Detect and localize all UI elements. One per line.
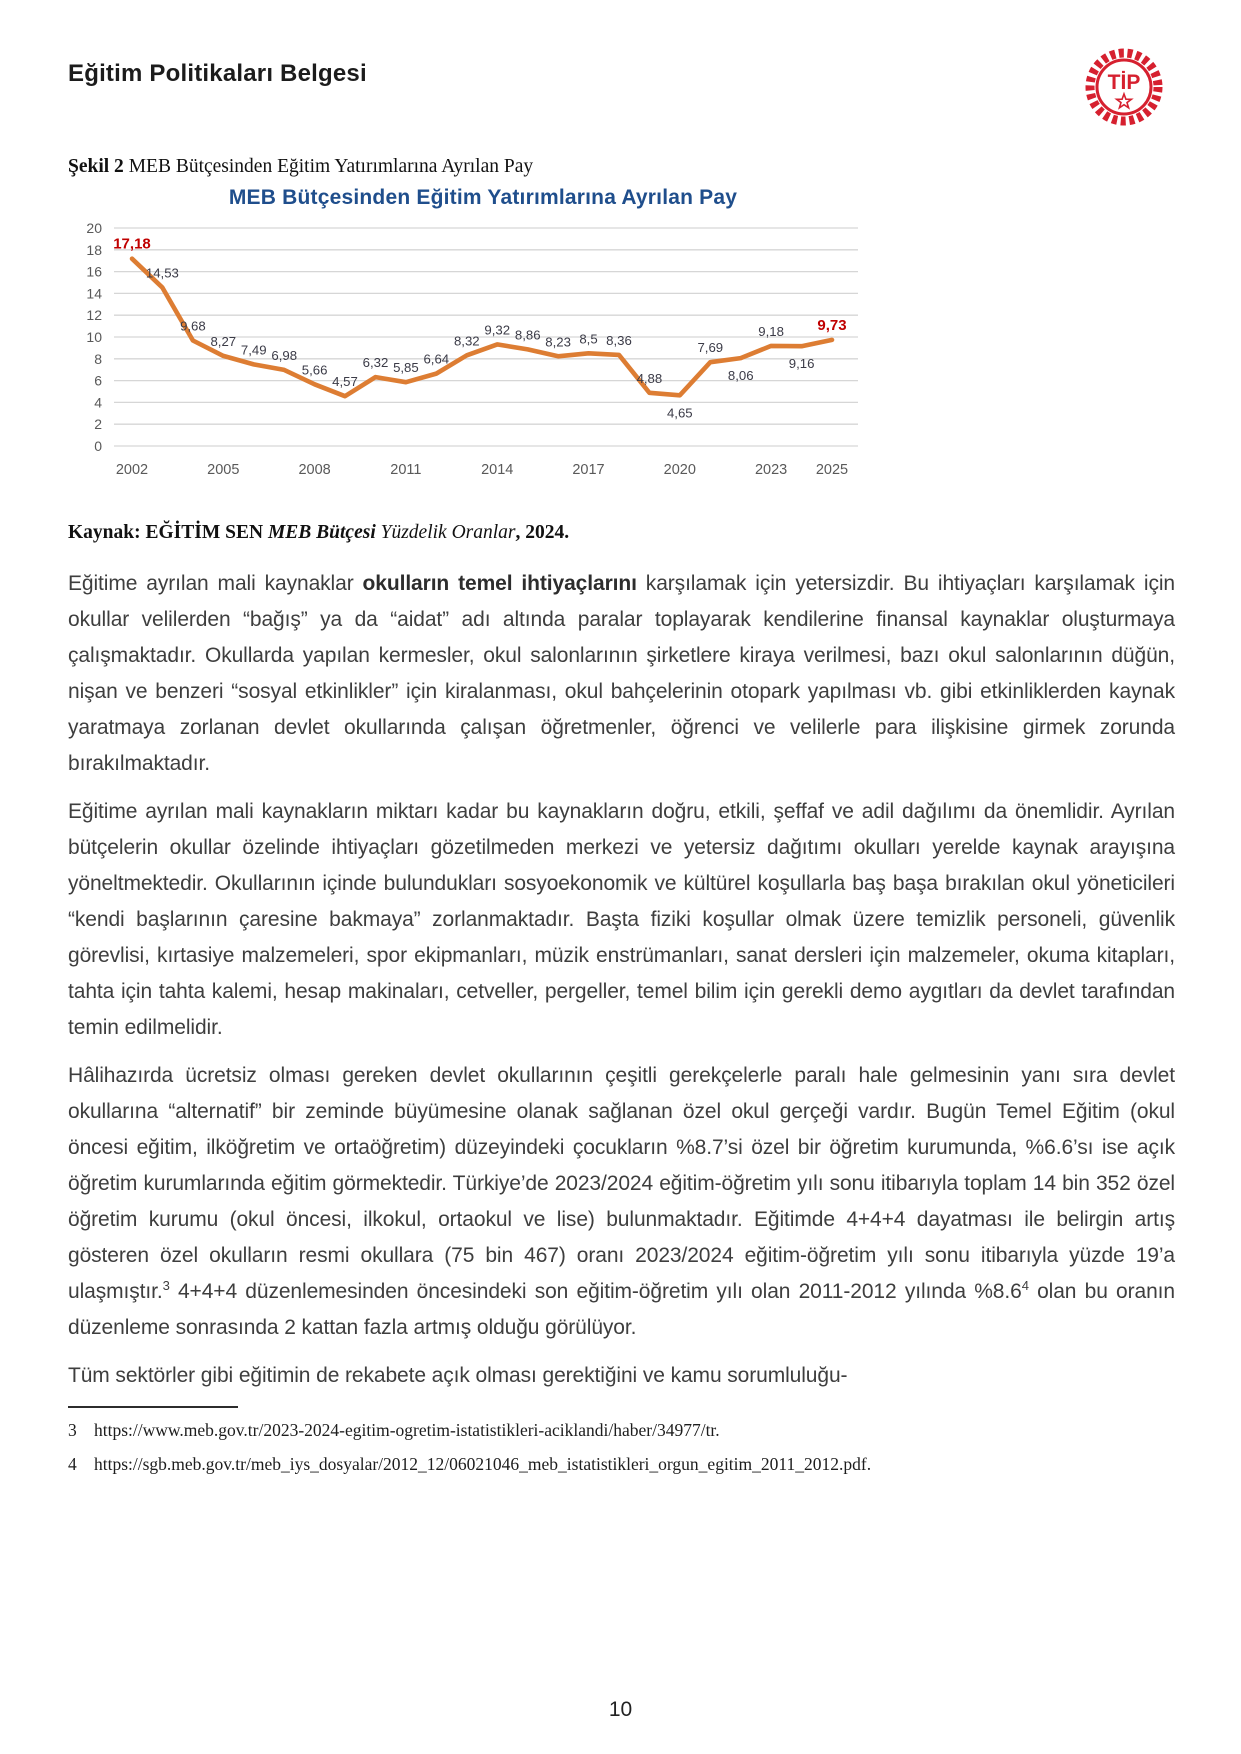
svg-text:14,53: 14,53 [146,266,179,281]
svg-text:7,69: 7,69 [697,340,723,355]
figure-source: Kaynak: EĞİTİM SEN MEB Bütçesi Yüzdelik … [68,522,1175,544]
svg-text:6: 6 [94,373,102,389]
source-year: , 2024. [515,522,570,543]
footnote-3-number: 3 [68,1420,77,1440]
svg-text:12: 12 [86,307,102,323]
paragraph-4: Tüm sektörler gibi eğitimin de rekabete … [68,1364,848,1387]
budget-share-chart: MEB Bütçesinden Eğitim Yatırımlarına Ayr… [68,186,868,500]
footnote-4-number: 4 [68,1454,77,1474]
svg-text:5,66: 5,66 [302,362,328,377]
svg-text:2002: 2002 [116,462,148,478]
svg-text:8,23: 8,23 [545,334,571,349]
svg-text:2005: 2005 [207,462,239,478]
svg-text:4,88: 4,88 [637,371,663,386]
footnote-3-url[interactable]: https://www.meb.gov.tr/2023-2024-egitim-… [94,1420,720,1440]
svg-text:2025: 2025 [816,462,848,478]
svg-text:6,64: 6,64 [423,352,449,367]
paragraph-3-text: Hâlihazırda ücretsiz olması gereken devl… [68,1064,1175,1303]
footnote-ref-3: 3 [162,1278,170,1293]
svg-text:20: 20 [86,220,102,236]
svg-text:8,36: 8,36 [606,333,632,348]
svg-text:6,32: 6,32 [363,355,389,370]
paragraph-2: Eğitime ayrılan mali kaynakların miktarı… [68,800,1175,1039]
svg-text:8: 8 [94,351,102,367]
svg-text:4,65: 4,65 [667,405,693,420]
paragraph-1-text: Eğitime ayrılan mali kaynaklar [68,572,363,595]
svg-text:2020: 2020 [664,462,696,478]
svg-text:0: 0 [94,438,102,454]
page-header: Eğitim Politikaları Belgesi TİP [68,44,1175,130]
svg-text:8,86: 8,86 [515,327,541,342]
svg-text:8,06: 8,06 [728,368,754,383]
star-icon [1114,91,1134,110]
svg-text:7,49: 7,49 [241,342,267,357]
svg-text:5,85: 5,85 [393,360,419,375]
body-text: Eğitime ayrılan mali kaynaklar okulların… [68,566,1175,1394]
page-number: 10 [608,1698,633,1721]
svg-text:6,98: 6,98 [271,348,297,363]
svg-text:4: 4 [94,394,102,410]
line-chart-canvas: 0 2 4 6 8 10 12 14 16 18 20 2002 2005 2008 2011 2014 201… [86,220,858,478]
svg-text:2023: 2023 [755,462,787,478]
document-title: Eğitim Politikaları Belgesi [68,60,367,87]
tip-party-logo-icon: TİP [1083,44,1165,128]
svg-text:10: 10 [86,329,102,345]
paragraph-1: Eğitime ayrılan mali kaynaklar okulların… [68,566,1175,782]
svg-text:17,18: 17,18 [113,236,151,253]
source-prefix: Kaynak: EĞİTİM SEN [68,522,268,543]
svg-text:8,27: 8,27 [210,334,236,349]
paragraph-1-text-cont: karşılamak için yetersizdir. Bu ihtiyaçl… [68,572,1176,775]
footnote-4-url[interactable]: https://sgb.meb.gov.tr/meb_iys_dosyalar/… [94,1454,872,1474]
source-subtitle: Yüzdelik Oranlar [380,522,516,543]
svg-text:9,32: 9,32 [484,322,510,337]
paragraph-3-text-cont: 4+4+4 düzenlemesinden öncesindeki son eğ… [169,1280,1022,1303]
svg-text:9,73: 9,73 [817,317,846,334]
paragraph-1-bold-phrase: okulların temel ihtiyaçlarını [362,572,637,595]
svg-text:2008: 2008 [298,462,330,478]
svg-text:9,18: 9,18 [758,324,784,339]
footnote-4: 4 https://sgb.meb.gov.tr/meb_iys_dosyalar… [68,1454,1175,1475]
footnote-separator [68,1406,238,1408]
paragraph-3-text-end: olan bu oranın düzenleme sonrasında 2 ka… [68,1280,1175,1339]
svg-text:2014: 2014 [481,462,513,478]
svg-text:2017: 2017 [572,462,604,478]
svg-text:8,32: 8,32 [454,333,480,348]
svg-text:8,5: 8,5 [579,331,597,346]
figure-caption: Şekil 2 MEB Bütçesinden Eğitim Yatırımla… [68,156,1175,178]
footnotes: 3 https://www.meb.gov.tr/2023-2024-egitim… [68,1420,1175,1475]
footnote-ref-4: 4 [1021,1278,1029,1293]
tip-logo-svg: TİP [1085,48,1163,126]
chart-title: MEB Bütçesinden Eğitim Yatırımlarına Ayr… [228,186,738,209]
svg-text:2: 2 [94,416,102,432]
svg-text:18: 18 [86,242,102,258]
figure-caption-label: Şekil 2 [68,156,124,177]
paragraph-3: Hâlihazırda ücretsiz olması gereken devl… [68,1058,1175,1346]
svg-text:16: 16 [86,264,102,280]
figure-caption-text: MEB Bütçesinden Eğitim Yatırımlarına Ayr… [123,156,534,177]
svg-text:9,68: 9,68 [180,319,206,334]
svg-text:2011: 2011 [390,462,421,478]
logo-text: TİP [1108,71,1141,94]
footnote-3: 3 https://www.meb.gov.tr/2023-2024-egitim… [68,1420,1175,1441]
source-title: MEB Bütçesi [267,522,381,543]
svg-text:4,57: 4,57 [332,374,358,389]
svg-text:9,16: 9,16 [789,356,815,371]
svg-text:14: 14 [86,285,102,301]
